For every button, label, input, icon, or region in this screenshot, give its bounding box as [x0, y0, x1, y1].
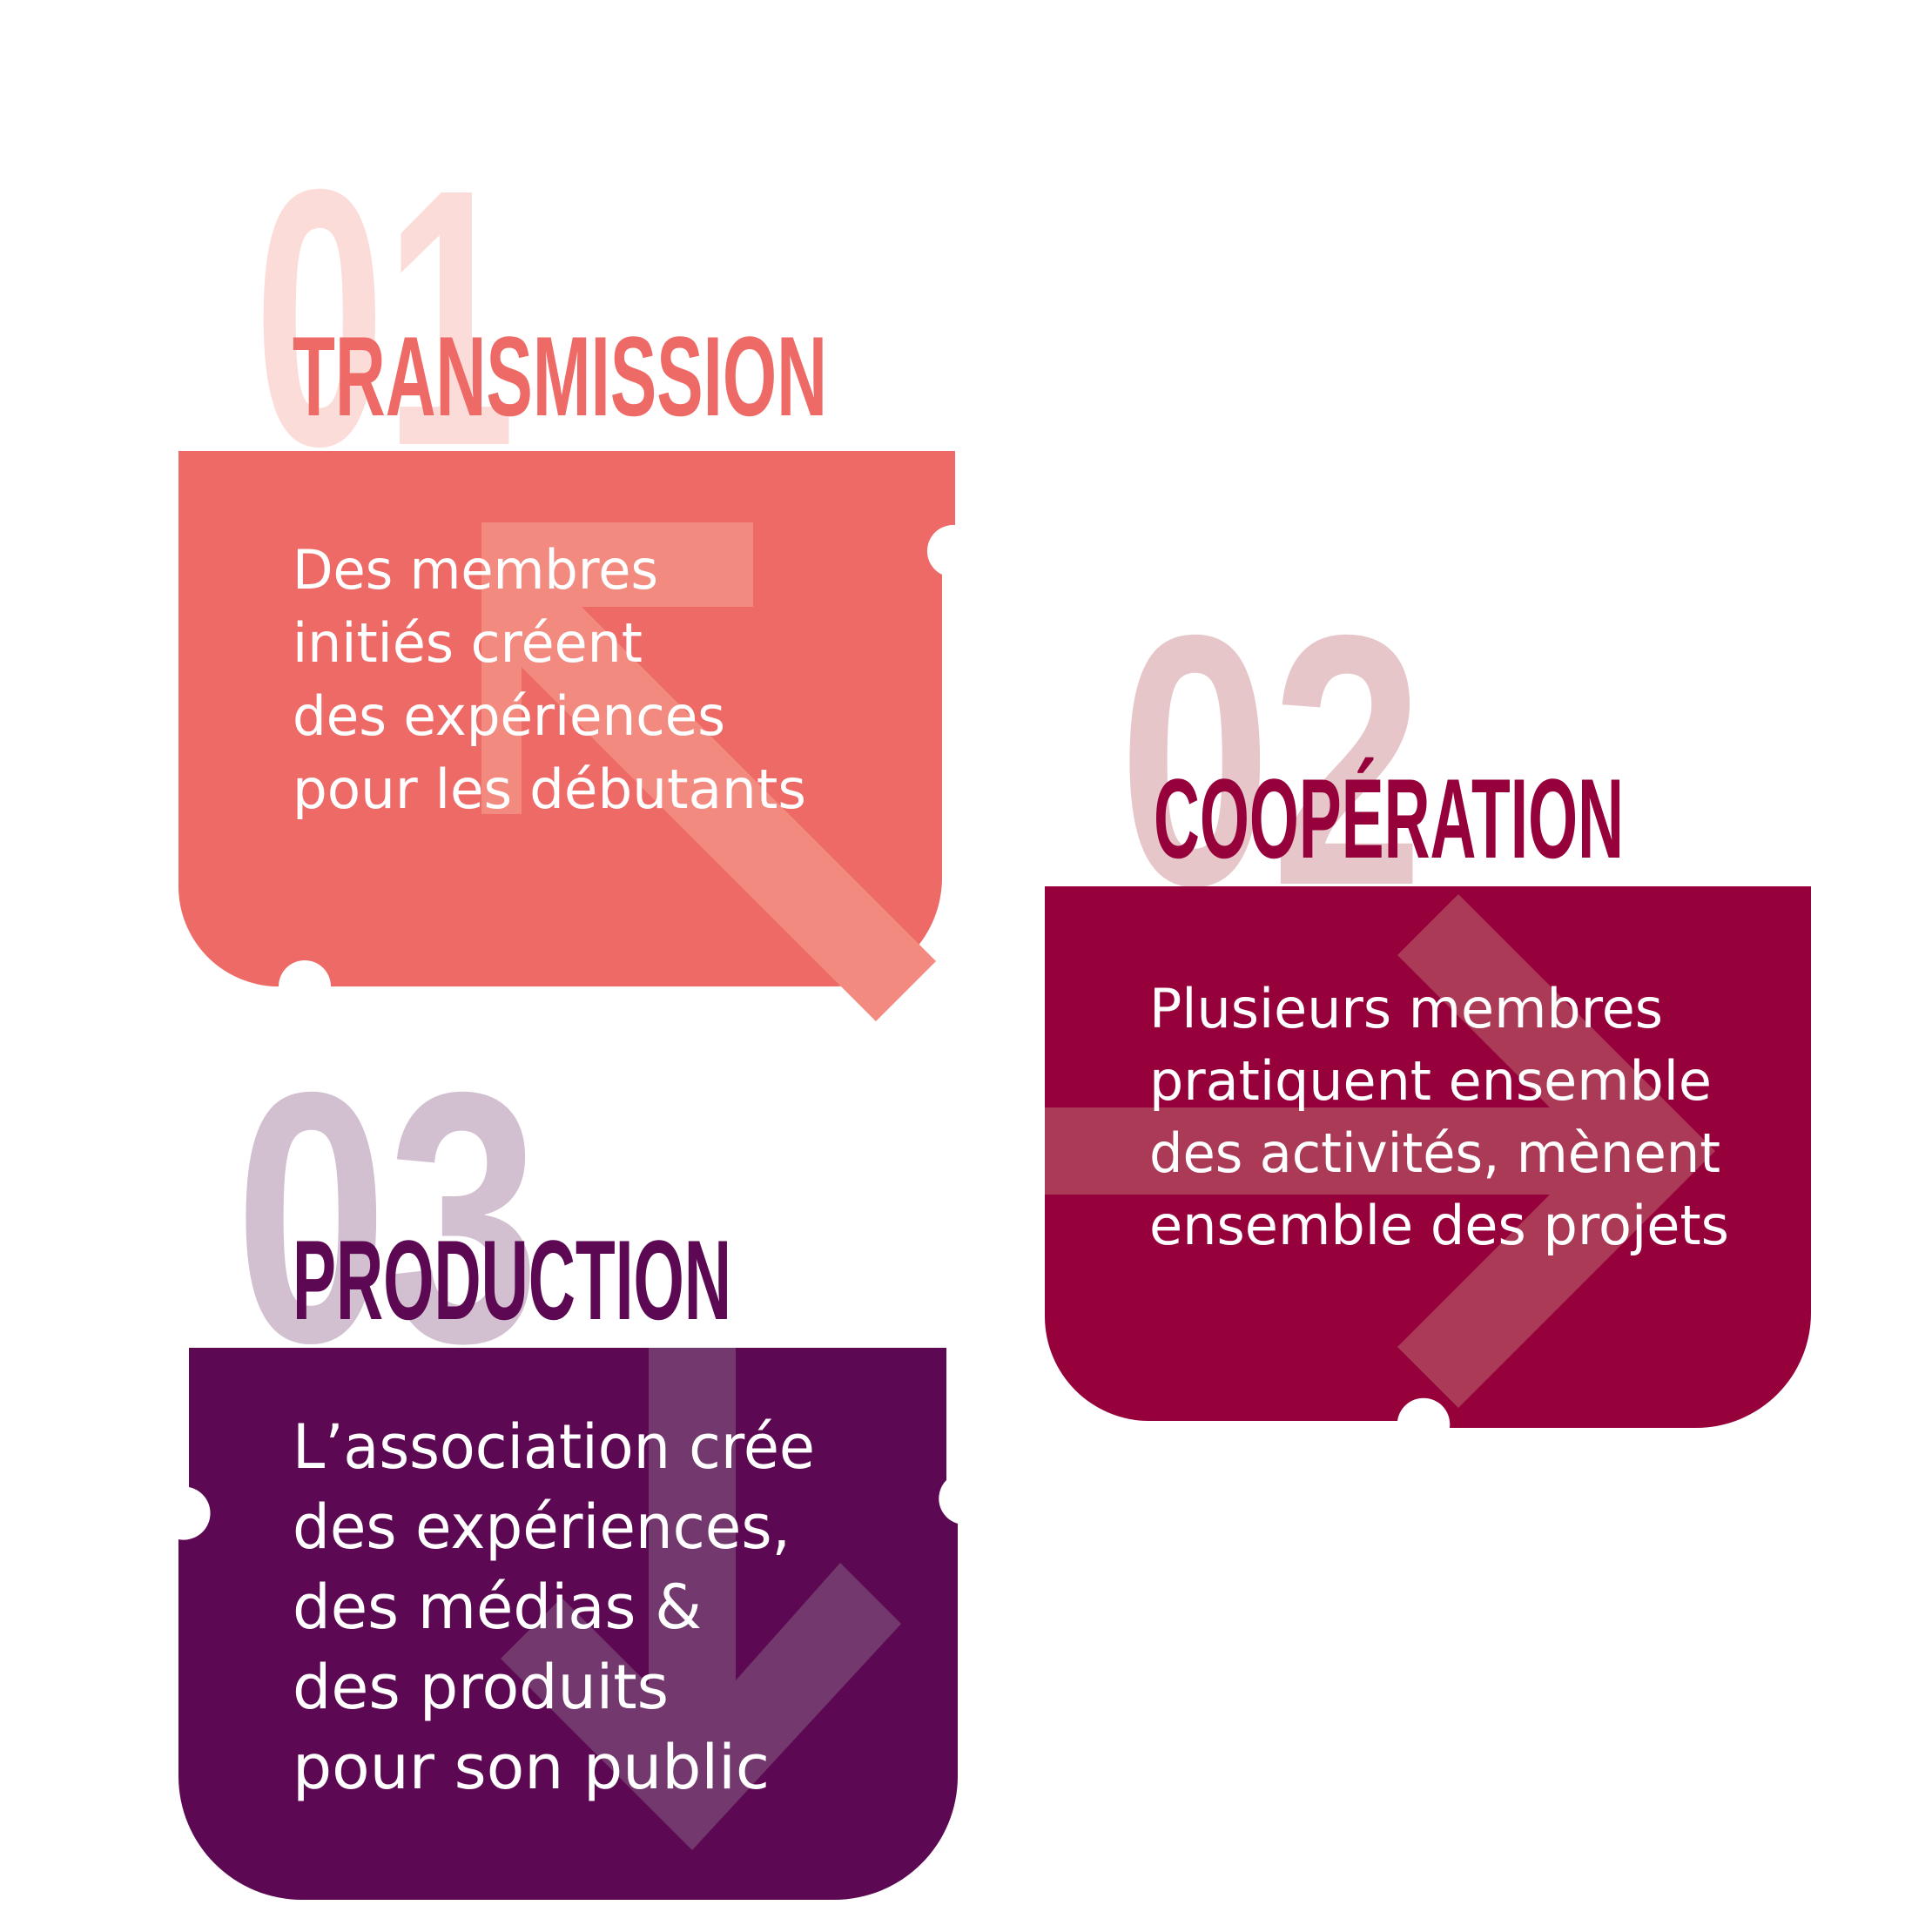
card-transmission: 01 TRANSMISSION Des membres initiés crée… [178, 114, 955, 1021]
card-title-transmission-text: TRANSMISSION [293, 313, 827, 440]
card-title-production: PRODUCTION [293, 1216, 731, 1343]
card-text-line: ensemble des projets [1149, 1194, 1729, 1257]
card-text-cooperation: Plusieurs membres pratiquent ensemble de… [1149, 977, 1729, 1257]
card-text-transmission: Des membres initiés créent des expérienc… [293, 538, 806, 821]
arrow-right-icon [1045, 894, 1715, 1408]
card-text-line: initiés créent [293, 611, 643, 675]
arrow-up-left-icon [481, 522, 936, 1021]
card-cooperation: 02 COOPÉRATION Plusieurs membres pratiqu… [1045, 561, 1811, 1428]
card-production: 03 PRODUCTION L’association crée des exp… [178, 1018, 958, 1900]
card-text-line: L’association crée [293, 1411, 815, 1483]
card-text-line: pratiquent ensemble [1149, 1049, 1712, 1113]
card-text-production: L’association crée des expériences, des … [293, 1411, 815, 1803]
card-text-line: des produits [293, 1652, 669, 1723]
card-text-line: des expériences [293, 684, 725, 748]
card-text-line: Des membres [293, 538, 658, 602]
card-text-line: pour les débutants [293, 757, 806, 821]
card-text-line: des expériences, [293, 1491, 791, 1563]
card-text-line: des médias & [293, 1572, 702, 1643]
card-text-line: pour son public [293, 1732, 770, 1803]
card-text-line: Plusieurs membres [1149, 977, 1663, 1040]
arrow-down-icon [501, 1348, 901, 1850]
card-text-line: des activités, mènent [1149, 1121, 1720, 1185]
card-title-cooperation: COOPÉRATION [1154, 755, 1624, 882]
